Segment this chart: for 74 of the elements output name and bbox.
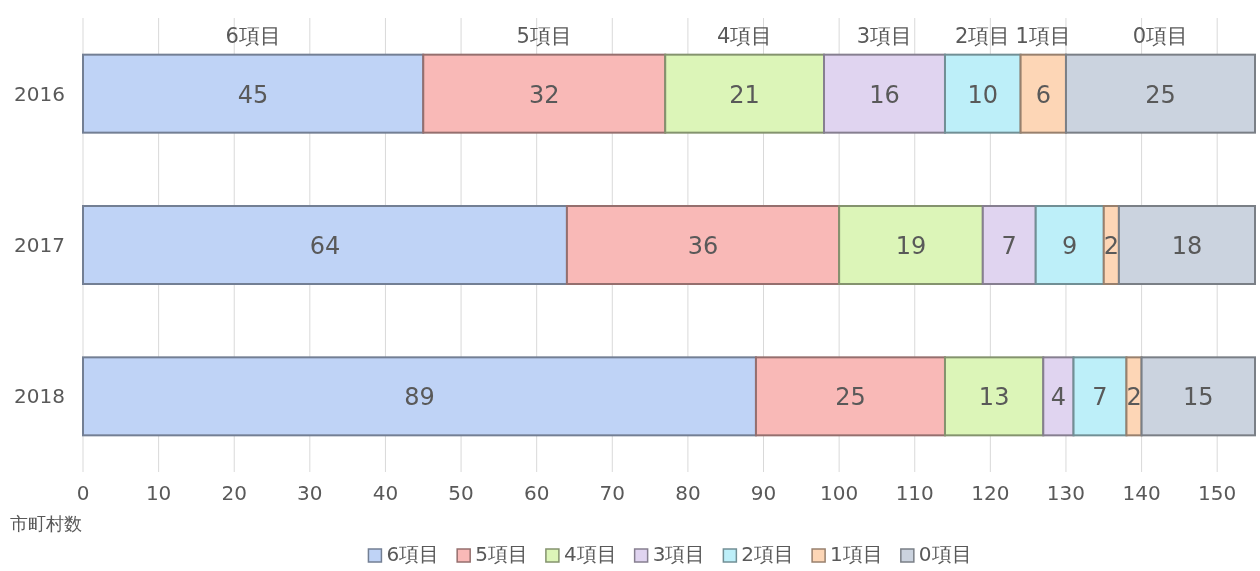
- bar: [1140, 356, 1256, 437]
- data-label: 25: [1145, 80, 1176, 109]
- x-tick-label: 140: [1122, 481, 1161, 505]
- annotation: 2項目: [955, 23, 1011, 48]
- annotation: 6項目: [225, 23, 281, 48]
- annotation: 4項目: [716, 23, 773, 48]
- y-tick-label: 2016: [14, 81, 65, 106]
- bar: [1019, 53, 1067, 134]
- x-tick-label: 40: [372, 481, 399, 505]
- x-tick-label: 150: [1198, 481, 1237, 505]
- bar: [664, 53, 826, 134]
- bar: [754, 356, 946, 437]
- x-tick-label: 60: [523, 481, 550, 505]
- data-label: 4: [1050, 383, 1067, 412]
- annotation: 3項目: [856, 23, 913, 48]
- annotation: 0項目: [1132, 23, 1189, 48]
- data-label: 9: [1062, 232, 1078, 260]
- data-label: 16: [869, 80, 900, 109]
- legend-label: 1項目: [830, 542, 883, 566]
- x-tick-label: 100: [820, 481, 859, 505]
- data-label: 19: [895, 232, 927, 260]
- x-tick-label: 80: [675, 481, 701, 505]
- data-label: 7: [1001, 232, 1017, 260]
- data-label: 64: [309, 232, 341, 260]
- legend-label: 6項目: [386, 542, 440, 566]
- data-label: 21: [729, 80, 760, 109]
- x-tick-label: 50: [448, 481, 474, 505]
- y-tick-label: 2017: [14, 233, 65, 257]
- y-tick-label: 2018: [14, 384, 65, 409]
- bar: [422, 53, 667, 134]
- data-label: 45: [237, 80, 269, 109]
- x-tick-label: 0: [76, 481, 90, 505]
- bar: [943, 53, 1022, 134]
- data-label: 32: [528, 80, 560, 109]
- legend-label: 0項目: [918, 542, 972, 566]
- data-label: 15: [1183, 383, 1214, 412]
- data-label: 36: [687, 232, 719, 260]
- x-tick-label: 120: [971, 481, 1010, 505]
- data-label: 10: [967, 80, 999, 109]
- bar: [981, 205, 1037, 285]
- data-label: 18: [1171, 232, 1203, 260]
- bar: [1034, 205, 1105, 285]
- x-tick-label: 70: [599, 481, 626, 505]
- bar: [838, 205, 984, 285]
- bar: [82, 205, 568, 285]
- bar: [565, 205, 841, 285]
- bar: [1117, 205, 1256, 285]
- x-tick-label: 20: [221, 481, 247, 505]
- bar: [82, 356, 757, 437]
- x-tick-label: 10: [145, 481, 172, 505]
- x-axis-title: 市町村数: [10, 513, 82, 534]
- legend-label: 5項目: [475, 542, 528, 566]
- x-tick-label: 130: [1046, 481, 1086, 505]
- bar: [1072, 356, 1128, 437]
- data-label: 13: [978, 383, 1010, 412]
- annotation: 5項目: [516, 23, 572, 48]
- legend-label: 2項目: [741, 542, 795, 566]
- bar: [1042, 356, 1075, 437]
- data-label: 2: [1103, 232, 1119, 260]
- annotation: 1項目: [1015, 23, 1071, 48]
- bar: [1064, 53, 1256, 134]
- legend-label: 4項目: [563, 542, 617, 566]
- bar: [82, 53, 425, 134]
- x-tick-label: 90: [750, 481, 777, 505]
- x-tick-label: 30: [297, 481, 323, 505]
- data-label: 2: [1126, 383, 1142, 412]
- bar: [943, 356, 1045, 437]
- bar: [823, 53, 946, 134]
- data-label: 6: [1035, 80, 1051, 109]
- legend-label: 3項目: [652, 542, 706, 566]
- data-label: 25: [835, 383, 866, 412]
- data-label: 89: [404, 383, 435, 412]
- data-label: 7: [1092, 383, 1108, 412]
- x-tick-label: 110: [895, 481, 934, 505]
